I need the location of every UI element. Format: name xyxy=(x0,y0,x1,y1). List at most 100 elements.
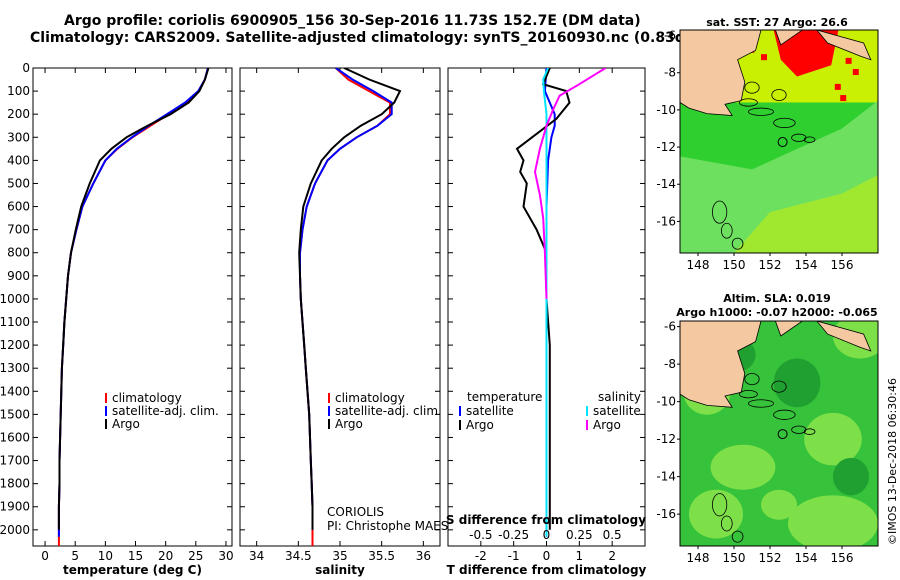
x-tick-label: 156 xyxy=(831,258,854,272)
series-line-temperature-argo xyxy=(515,68,571,530)
island-outline xyxy=(739,98,758,107)
plot-frame xyxy=(32,67,233,547)
map-title: Argo h1000: -0.07 h2000: -0.065 xyxy=(676,306,877,319)
y-tick-label: -8 xyxy=(664,357,676,371)
difference-panel: -2 -1 0 1 2T difference from climatology temp… xyxy=(446,67,647,577)
y-tick-label: 400 xyxy=(7,153,30,167)
top-tick-label: -0.25 xyxy=(498,528,529,542)
y-tick-label: -16 xyxy=(656,507,676,521)
header-line-2: Climatology: CARS2009. Satellite-adjuste… xyxy=(30,30,748,46)
legend-label: Argo xyxy=(466,418,494,432)
imos-stamp: ©IMOS 13-Dec-2018 06:30:46 xyxy=(886,378,899,545)
x-tick-label: 154 xyxy=(795,551,818,565)
x-tick-label: 150 xyxy=(723,258,746,272)
x-tick-label: 10 xyxy=(98,549,113,563)
island-outline xyxy=(771,380,787,393)
argo-location-marker xyxy=(777,137,788,148)
x-tick-label: 25 xyxy=(188,549,203,563)
field-blob xyxy=(804,412,862,466)
y-tick-label: -16 xyxy=(656,214,676,228)
map-frame xyxy=(679,29,879,254)
land-island xyxy=(816,321,872,352)
y-tick-label: 1900 xyxy=(0,500,30,514)
x-tick-label: 35.5 xyxy=(368,549,395,563)
warm-pixel xyxy=(840,95,847,102)
legend-title: temperature xyxy=(467,390,542,404)
map-title: Altim. SLA: 0.019 xyxy=(723,292,830,305)
x-tick-label: 154 xyxy=(795,258,818,272)
y-tick-label: -10 xyxy=(656,103,676,117)
x-tick-label: 5 xyxy=(71,549,79,563)
legend-label: climatology xyxy=(335,391,405,405)
y-tick-label: 1200 xyxy=(0,338,30,352)
y-tick-label: -12 xyxy=(656,140,676,154)
warm-pixel xyxy=(834,83,841,90)
field-blob xyxy=(761,489,797,520)
x-tick-label: 1 xyxy=(576,549,584,563)
land-island xyxy=(774,30,804,46)
x-axis-label: salinity xyxy=(315,563,365,577)
legend-label: Argo xyxy=(112,417,140,431)
annotation-line: CORIOLIS xyxy=(327,505,384,519)
x-tick-label: 35 xyxy=(332,549,347,563)
field-blob xyxy=(833,457,869,496)
field-band xyxy=(734,174,878,253)
y-tick-label: 500 xyxy=(7,176,30,190)
x-tick-label: 34.5 xyxy=(285,549,312,563)
land-island xyxy=(816,30,872,61)
island-outline xyxy=(773,117,796,128)
y-tick-label: 200 xyxy=(7,107,30,121)
island-outline xyxy=(748,107,775,116)
y-tick-label: 1400 xyxy=(0,384,30,398)
series-line-argo xyxy=(298,68,402,530)
island-outline xyxy=(731,237,744,250)
y-tick-label: 1000 xyxy=(0,292,30,306)
island-outline xyxy=(711,493,728,517)
series-line-salinity-argo xyxy=(533,68,607,299)
temperature-panel: 0 5 10 15 20 25 300100200300400500600700800900… xyxy=(0,61,234,577)
field-blob xyxy=(710,444,776,490)
top-axis-label: S difference from climatology xyxy=(446,513,646,527)
x-tick-label: 150 xyxy=(723,551,746,565)
island-outline xyxy=(803,428,816,435)
map-frame xyxy=(679,320,879,547)
legend-label: Argo xyxy=(335,417,363,431)
x-tick-label: 20 xyxy=(158,549,173,563)
island-outline xyxy=(720,515,733,532)
top-tick-label: 0.5 xyxy=(603,528,622,542)
y-tick-label: 1600 xyxy=(0,430,30,444)
warm-patch xyxy=(773,30,839,77)
field-blob xyxy=(773,358,821,408)
x-tick-label: 152 xyxy=(759,258,782,272)
series-line-salinity-satellite xyxy=(542,68,550,537)
y-tick-label: -12 xyxy=(656,432,676,446)
island-outline xyxy=(803,136,816,143)
y-tick-label: -6 xyxy=(664,29,676,43)
x-axis-label: temperature (deg C) xyxy=(63,563,202,577)
legend-label: satellite-adj. clim. xyxy=(112,404,219,418)
y-tick-label: 2000 xyxy=(0,523,30,537)
island-outline xyxy=(731,530,744,543)
y-tick-label: 800 xyxy=(7,246,30,260)
y-tick-label: 100 xyxy=(7,84,30,98)
legend-label: satellite xyxy=(593,404,641,418)
y-tick-label: 300 xyxy=(7,130,30,144)
x-tick-label: 0 xyxy=(41,549,49,563)
y-tick-label: 0 xyxy=(22,61,30,75)
island-outline xyxy=(744,373,760,386)
x-tick-label: -1 xyxy=(508,549,520,563)
island-outline xyxy=(748,399,775,408)
top-tick-label: 0.25 xyxy=(566,528,593,542)
x-tick-label: 148 xyxy=(687,551,710,565)
warm-pixel xyxy=(845,57,852,64)
y-tick-label: 1100 xyxy=(0,315,30,329)
map-title: sat. SST: 27 Argo: 26.6 xyxy=(706,16,848,29)
y-tick-label: 600 xyxy=(7,200,30,214)
top-tick-label: -0.5 xyxy=(469,528,492,542)
island-outline xyxy=(720,222,733,239)
island-outline xyxy=(771,89,787,102)
y-tick-label: 700 xyxy=(7,223,30,237)
y-tick-label: 1700 xyxy=(0,454,30,468)
